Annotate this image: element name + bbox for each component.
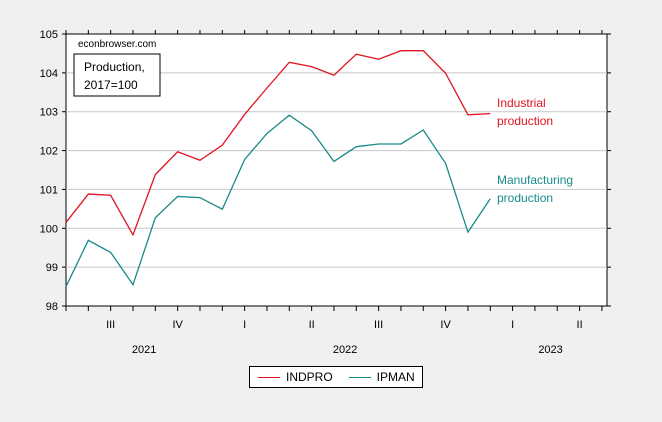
legend-label-ipman: IPMAN [376,370,415,384]
y-tick-label: 105 [40,29,58,41]
x-quarter-label: IV [440,319,451,331]
x-quarter-label: IV [172,319,183,331]
x-year-label: 2021 [132,344,156,356]
y-axis: 98 99 100 101 102 103 104 105 [40,29,611,313]
legend: INDPRO IPMAN [249,366,423,388]
legend-swatch-ipman [348,376,371,378]
x-quarter-label: I [243,319,246,331]
x-quarter-label: II [577,319,583,331]
series-label-industrial-2: production [497,114,553,128]
x-year-label: 2022 [333,344,357,356]
legend-item-indpro: INDPRO [258,370,333,384]
y-tick-label: 101 [40,184,58,196]
series-label-industrial-1: Industrial [497,96,546,110]
legend-item-ipman: IPMAN [348,370,415,384]
series-line-ipman [65,114,491,287]
y-tick-label: 100 [40,223,58,235]
x-quarter-label: II [309,319,315,331]
x-year-label: 2023 [538,344,562,356]
series-lines [65,50,491,287]
y-tick-label: 103 [40,107,58,119]
x-quarter-label: I [511,319,514,331]
x-quarter-label: III [374,319,383,331]
y-tick-label: 104 [40,68,58,80]
annotation-line-1: Production, [84,60,145,74]
series-line-indpro [65,50,491,237]
y-tick-label: 99 [46,262,58,274]
legend-swatch-indpro [258,376,280,378]
annotation-box [73,53,161,97]
x-quarter-label: III [106,319,115,331]
series-label-manufacturing-1: Manufacturing [497,173,573,187]
annotation-line-2: 2017=100 [84,78,138,92]
series-label-manufacturing-2: production [497,191,553,205]
legend-label-indpro: INDPRO [286,370,333,384]
watermark: econbrowser.com [78,39,156,50]
y-tick-label: 102 [40,146,58,158]
y-tick-label: 98 [46,301,58,313]
